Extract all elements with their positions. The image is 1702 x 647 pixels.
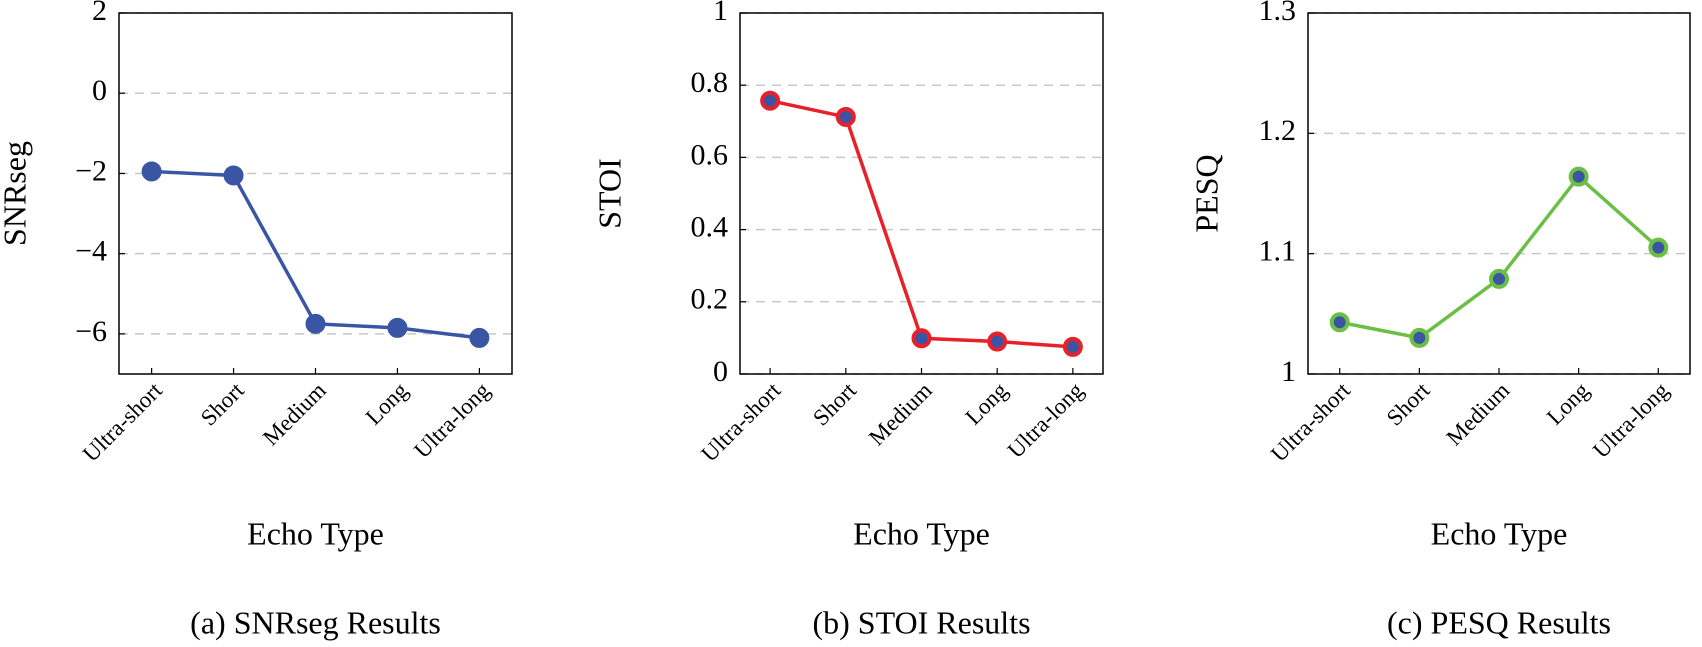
- y-axis-label: SNRseg: [0, 141, 32, 246]
- chart-caption: (c) PESQ Results: [1387, 604, 1611, 640]
- y-tick-label: −4: [75, 235, 107, 268]
- y-tick-label: 1.3: [1259, 0, 1297, 27]
- data-point: [1648, 237, 1669, 258]
- x-axis-label: Echo Type: [853, 515, 990, 551]
- series-line: [769, 99, 1073, 349]
- y-tick-label: 0.2: [691, 283, 729, 316]
- x-tick-label: Ultra-short: [78, 377, 167, 466]
- x-tick-label: Long: [960, 377, 1012, 429]
- data-point: [911, 328, 932, 349]
- plot-frame: [1307, 12, 1691, 375]
- data-point: [305, 313, 326, 334]
- x-tick-label: Ultra-short: [1266, 377, 1355, 466]
- y-tick-label: 1.2: [1259, 114, 1297, 147]
- y-tick-label: −2: [75, 154, 107, 187]
- data-point: [835, 106, 856, 127]
- series-line: [1339, 174, 1660, 340]
- data-point: [987, 331, 1008, 352]
- data-point: [141, 161, 162, 182]
- x-tick-label: Medium: [864, 378, 937, 451]
- data-point: [1329, 312, 1350, 333]
- y-tick-label: 0.8: [691, 66, 729, 99]
- data-point: [469, 327, 490, 348]
- x-tick-label: Long: [361, 377, 413, 429]
- chart-caption: (b) STOI Results: [812, 604, 1030, 640]
- x-tick-label: Ultra-long: [409, 377, 495, 463]
- x-tick-label: Ultra-short: [696, 377, 785, 466]
- x-tick-label: Long: [1542, 377, 1594, 429]
- x-tick-label: Medium: [258, 378, 331, 451]
- data-point: [1568, 166, 1589, 187]
- data-point: [760, 90, 781, 111]
- y-tick-label: 1.1: [1259, 235, 1297, 268]
- y-tick-label: 0: [92, 74, 107, 107]
- y-tick-label: 0.6: [691, 138, 729, 171]
- plot-frame: [739, 12, 1104, 375]
- x-tick-label: Short: [196, 377, 249, 430]
- y-tick-label: 0: [713, 355, 728, 388]
- x-tick-label: Short: [1382, 377, 1435, 430]
- x-axis-label: Echo Type: [1431, 515, 1568, 551]
- x-axis-label: Echo Type: [247, 515, 384, 551]
- x-tick-label: Ultra-long: [1588, 377, 1674, 463]
- y-tick-label: 1: [713, 0, 728, 27]
- y-tick-label: 2: [92, 0, 107, 27]
- x-tick-label: Medium: [1441, 378, 1514, 451]
- data-point: [1489, 268, 1509, 289]
- chart-caption: (a) SNRseg Results: [190, 604, 441, 640]
- y-axis-label: STOI: [591, 158, 627, 229]
- data-point: [1409, 327, 1430, 348]
- series-line: [151, 169, 480, 340]
- data-point: [223, 165, 244, 186]
- data-point: [1062, 336, 1083, 357]
- y-axis-label: PESQ: [1188, 154, 1224, 232]
- data-point: [387, 317, 408, 338]
- y-tick-label: 1: [1281, 355, 1296, 388]
- x-tick-label: Ultra-long: [1003, 377, 1089, 463]
- y-tick-label: −6: [75, 315, 107, 348]
- y-tick-label: 0.4: [691, 210, 729, 243]
- x-tick-label: Short: [808, 377, 861, 430]
